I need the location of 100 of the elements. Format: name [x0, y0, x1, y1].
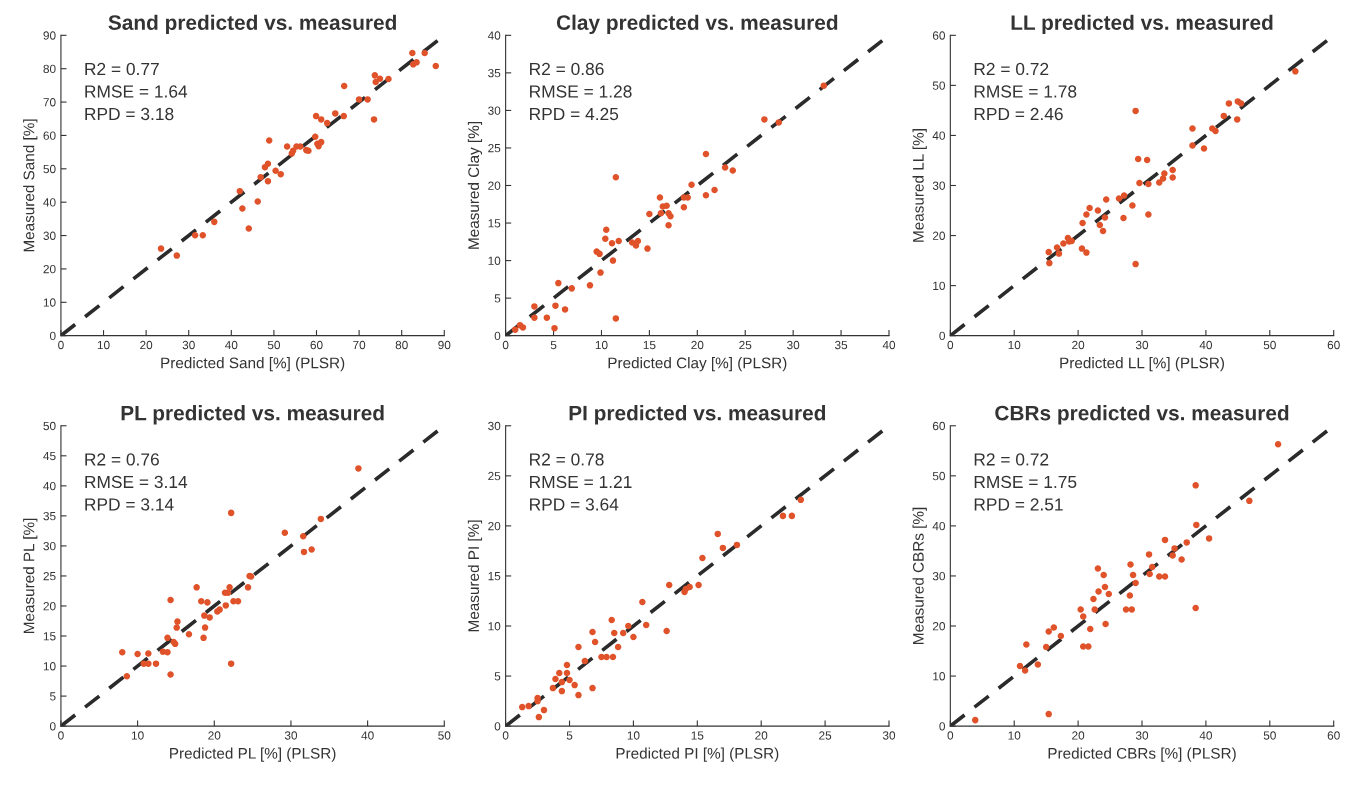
y-tick-label: 0: [494, 722, 501, 731]
y-tick-label: 25: [488, 471, 501, 481]
x-tick-label: 40: [225, 340, 238, 350]
x-tick-label: 30: [787, 340, 800, 350]
y-axis-title: Measured CBRs [%]: [912, 507, 927, 644]
x-tick-label: 40: [361, 731, 374, 740]
y-tick-label: 35: [488, 68, 501, 78]
annotation: RMSE = 1.28: [530, 85, 632, 98]
y-tick-label: 40: [932, 521, 946, 531]
y-tick-label: 40: [487, 31, 501, 40]
chart-title: Sand predicted vs. measured: [108, 14, 396, 35]
x-tick-label: 10: [97, 340, 110, 350]
x-tick-label: 0: [947, 731, 954, 740]
y-tick-label: 30: [932, 571, 946, 581]
annotation: R2 = 0.72: [974, 453, 1049, 466]
x-tick-label: 20: [1072, 340, 1085, 350]
x-tick-label: 20: [208, 731, 221, 740]
y-tick-label: 0: [49, 331, 56, 341]
annotation: RMSE = 1.75: [974, 475, 1077, 489]
y-tick-label: 5: [494, 672, 501, 681]
annotation: R2 = 0.86: [530, 62, 604, 76]
y-tick-label: 30: [43, 231, 56, 240]
x-tick-label: 0: [58, 731, 64, 740]
y-tick-label: 25: [488, 143, 501, 153]
y-tick-label: 25: [43, 571, 56, 581]
x-tick-label: 10: [627, 731, 640, 740]
x-tick-label: 20: [691, 340, 704, 350]
y-tick-label: 10: [933, 672, 946, 681]
y-tick-label: 60: [43, 131, 56, 140]
x-tick-label: 40: [882, 340, 896, 350]
annotation: RMSE = 3.14: [85, 475, 188, 489]
y-tick-label: 45: [43, 451, 56, 461]
x-tick-label: 90: [438, 340, 451, 350]
y-tick-label: 10: [933, 281, 946, 291]
x-tick-label: 80: [395, 340, 408, 350]
annotation: R2 = 0.78: [530, 453, 604, 466]
x-tick-label: 60: [1327, 731, 1340, 740]
x-tick-label: 30: [882, 731, 896, 740]
y-tick-label: 90: [43, 31, 56, 40]
y-tick-label: 60: [932, 421, 946, 431]
annotation: RPD = 3.64: [530, 498, 619, 511]
y-tick-label: 40: [932, 131, 946, 140]
x-axis-title: Predicted CBRs [%] (PLSR): [1048, 747, 1236, 762]
x-tick-label: 15: [691, 731, 704, 740]
x-tick-label: 10: [1008, 731, 1021, 740]
x-tick-label: 5: [566, 731, 573, 740]
y-tick-label: 60: [932, 31, 946, 40]
annotation: RPD = 2.51: [974, 498, 1063, 511]
x-tick-label: 30: [1135, 340, 1149, 350]
annotation: R2 = 0.76: [85, 453, 159, 466]
y-tick-label: 10: [488, 622, 501, 631]
x-axis-title: Predicted PI [%] (PLSR): [616, 747, 779, 762]
chart-title: Clay predicted vs. measured: [556, 14, 838, 35]
y-tick-label: 20: [43, 264, 56, 274]
x-tick-label: 30: [182, 340, 195, 350]
x-tick-label: 0: [502, 731, 509, 740]
annotation: RPD = 2.46: [974, 107, 1063, 121]
annotation: RPD = 3.14: [85, 498, 174, 511]
x-tick-label: 70: [353, 340, 366, 350]
annotation: RPD = 3.18: [85, 107, 174, 121]
y-tick-label: 15: [488, 572, 501, 581]
y-tick-label: 15: [43, 632, 56, 641]
y-tick-label: 0: [939, 722, 946, 731]
y-tick-label: 50: [932, 471, 946, 481]
y-tick-label: 15: [488, 219, 501, 228]
x-axis-title: Predicted PL [%] (PLSR): [170, 747, 336, 762]
y-tick-label: 50: [43, 421, 56, 431]
y-tick-label: 20: [488, 521, 501, 531]
y-tick-label: 50: [932, 81, 946, 90]
y-axis-title: Measured PI [%]: [467, 520, 483, 632]
y-tick-label: 40: [43, 198, 56, 207]
x-tick-label: 15: [643, 340, 656, 350]
y-tick-label: 10: [43, 298, 56, 307]
x-axis-title: Predicted Clay [%] (PLSR): [608, 357, 787, 372]
x-tick-label: 50: [1263, 731, 1276, 740]
y-tick-label: 30: [488, 106, 501, 115]
x-axis-title: Predicted LL [%] (PLSR): [1060, 357, 1224, 372]
x-tick-label: 30: [284, 731, 298, 740]
y-tick-label: 0: [939, 331, 946, 341]
x-tick-label: 25: [819, 731, 832, 740]
x-tick-label: 10: [1008, 340, 1021, 350]
annotation: RPD = 4.25: [530, 107, 619, 121]
chart-title: LL predicted vs. measured: [1011, 14, 1273, 35]
x-tick-label: 30: [1135, 731, 1149, 740]
x-tick-label: 60: [1327, 340, 1340, 350]
y-tick-label: 70: [43, 98, 56, 107]
annotation: RMSE = 1.21: [530, 475, 632, 489]
y-tick-label: 30: [488, 421, 501, 431]
x-tick-label: 20: [755, 731, 768, 740]
x-tick-label: 50: [1263, 340, 1276, 350]
y-tick-label: 30: [932, 181, 946, 190]
y-axis-title: Measured PL [%]: [23, 518, 38, 633]
x-tick-label: 10: [131, 731, 144, 740]
y-tick-label: 40: [43, 481, 56, 491]
y-axis-title: Measured LL [%]: [912, 129, 927, 242]
x-tick-label: 0: [58, 340, 64, 350]
chart-title: PI predicted vs. measured: [569, 405, 826, 425]
chart-title: PL predicted vs. measured: [121, 405, 384, 425]
y-tick-label: 20: [43, 602, 56, 611]
x-tick-label: 0: [947, 340, 954, 350]
